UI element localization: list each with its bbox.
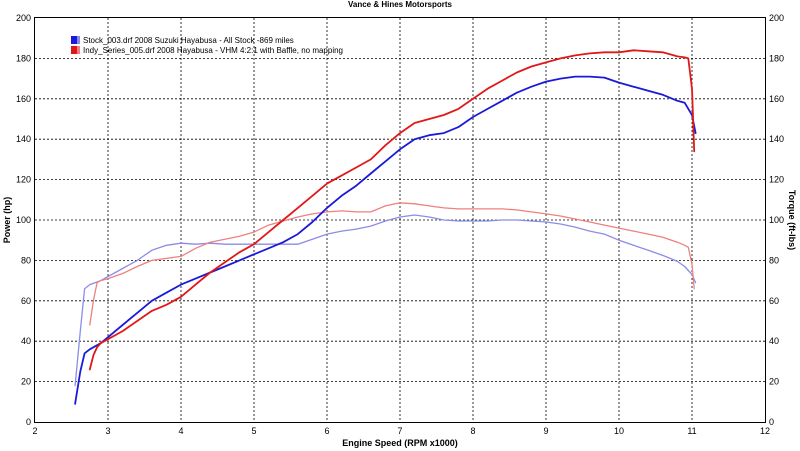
x-tick-label: 5 (251, 426, 256, 436)
x-tick-label: 6 (324, 426, 329, 436)
y-axis-title-right: Torque (ft-lbs) (787, 190, 797, 250)
y-tick-label-left: 0 (26, 417, 31, 427)
x-axis-title: Engine Speed (RPM x1000) (342, 438, 458, 448)
x-tick-label: 2 (32, 426, 37, 436)
x-tick-label: 8 (470, 426, 475, 436)
y-tick-label-right: 120 (769, 175, 784, 185)
y-tick-label-left: 100 (16, 215, 31, 225)
y-tick-label-left: 20 (21, 377, 31, 387)
legend-swatch-stock-light (77, 36, 80, 44)
y-tick-label-left: 120 (16, 175, 31, 185)
y-tick-label-right: 20 (769, 377, 779, 387)
series-lines (74, 49, 697, 405)
x-tick-label: 7 (397, 426, 402, 436)
legend-swatch-indy-light (77, 46, 80, 54)
y-tick-label-right: 100 (769, 215, 784, 225)
x-tick-label: 3 (105, 426, 110, 436)
axis-ticks: 2 3 4 5 6 7 8 9 10 11 1202040608010012014016018020… (16, 13, 784, 436)
y-tick-label-left: 40 (21, 336, 31, 346)
y-tick-label-right: 0 (769, 417, 774, 427)
y-tick-label-right: 80 (769, 255, 779, 265)
grid (35, 18, 765, 422)
y-tick-label-left: 160 (16, 94, 31, 104)
y-tick-label-right: 180 (769, 53, 784, 63)
series-line-torque-indy (89, 202, 695, 326)
y-tick-label-left: 180 (16, 53, 31, 63)
y-tick-label-left: 200 (16, 13, 31, 23)
x-tick-label: 4 (178, 426, 183, 436)
x-tick-label: 12 (760, 426, 770, 436)
series-line-power-indy (88, 49, 696, 371)
legend: Stock_003.drf 2008 Suzuki Hayabusa - All… (71, 36, 343, 55)
y-tick-label-right: 40 (769, 336, 779, 346)
series-line-torque-stock (74, 214, 697, 387)
y-tick-label-right: 200 (769, 13, 784, 23)
x-tick-label: 10 (614, 426, 624, 436)
legend-label-stock: Stock_003.drf 2008 Suzuki Hayabusa - All… (83, 36, 294, 45)
x-tick-label: 11 (687, 426, 696, 436)
series-line-power-stock (74, 75, 697, 405)
legend-label-indy: Indy_Series_005.drf 2008 Hayabusa - VHM … (83, 46, 343, 55)
legend-swatch-indy (71, 46, 77, 54)
y-tick-label-right: 60 (769, 296, 779, 306)
chart-title: Vance & Hines Motorsports (348, 0, 453, 9)
legend-swatch-stock (71, 36, 77, 44)
x-tick-label: 9 (543, 426, 548, 436)
y-tick-label-right: 160 (769, 94, 784, 104)
y-tick-label-left: 60 (21, 296, 31, 306)
y-tick-label-left: 80 (21, 255, 31, 265)
y-tick-label-right: 140 (769, 134, 784, 144)
y-tick-label-left: 140 (16, 134, 31, 144)
y-axis-title-left: Power (hp) (2, 197, 12, 244)
